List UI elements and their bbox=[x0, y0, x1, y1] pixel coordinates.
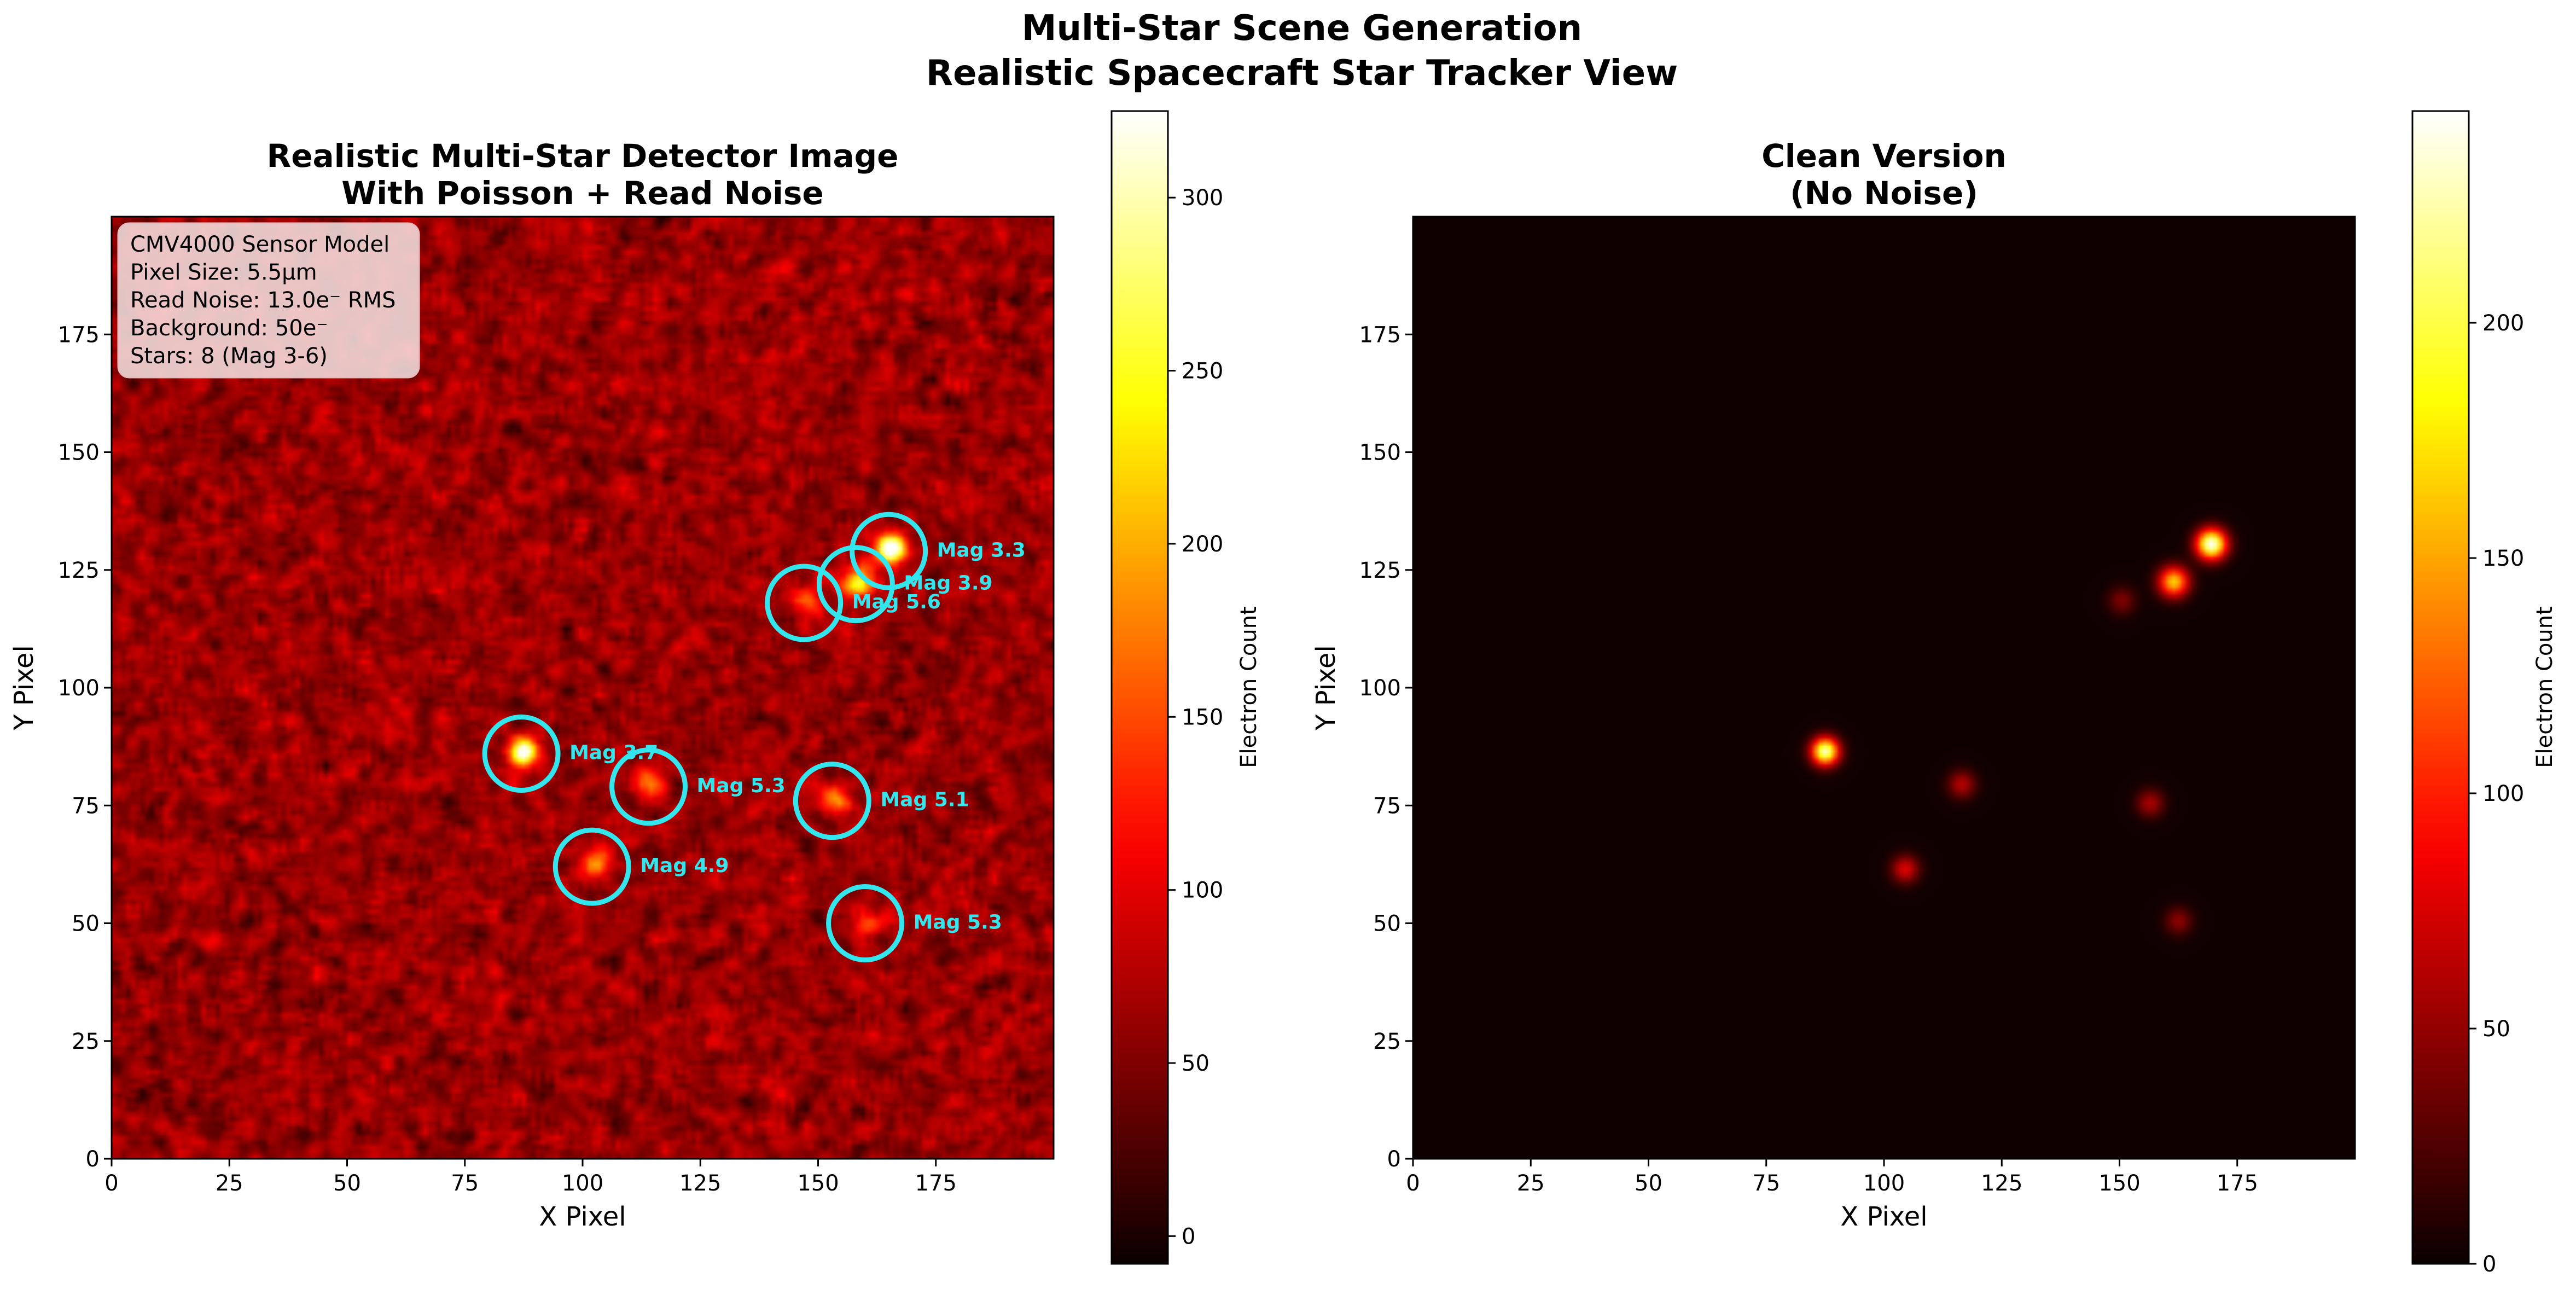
clean-colorbar: 0 50 100 150 200 Electron Count bbox=[2411, 110, 2557, 1277]
clean-y-axis-label: Y Pixel bbox=[1311, 645, 1341, 731]
x-tick-label: 75 bbox=[1752, 1171, 1780, 1196]
star-marker-circle bbox=[816, 545, 895, 624]
colorbar-tick-label: 200 bbox=[1182, 532, 1223, 557]
x-tick-label: 0 bbox=[1406, 1171, 1420, 1196]
info-box-background bbox=[117, 222, 420, 379]
y-tick-label: 150 bbox=[1359, 440, 1401, 466]
x-tick-label: 175 bbox=[2217, 1171, 2258, 1196]
clean-panel-title-line1: Clean Version bbox=[1761, 137, 2007, 175]
x-tick-label: 75 bbox=[451, 1171, 479, 1196]
x-tick-label: 150 bbox=[2098, 1171, 2140, 1196]
star-magnitude-label: Mag 5.3 bbox=[697, 775, 786, 797]
noisy-panel-title-line2: With Poisson + Read Noise bbox=[341, 175, 823, 212]
noisy-y-ticks: 0 25 50 75 100 125 150 175 bbox=[58, 322, 112, 1172]
colorbar-tick-label: 200 bbox=[2482, 311, 2524, 336]
noisy-colorbar: 0 50 100 150 200 250 300 Electron Count bbox=[1110, 110, 1261, 1265]
info-line-background: Background: 50e⁻ bbox=[130, 316, 328, 341]
y-tick-label: 175 bbox=[1359, 322, 1401, 347]
figure-title-line2: Realistic Spacecraft Star Tracker View bbox=[926, 53, 1678, 94]
star-magnitude-label: Mag 3.3 bbox=[937, 539, 1026, 561]
clean-colorbar-frame bbox=[2411, 110, 2470, 1265]
star-magnitude-label: Mag 5.3 bbox=[914, 911, 1002, 934]
colorbar-tick-label: 50 bbox=[2482, 1017, 2510, 1042]
colorbar-tick-label: 150 bbox=[1182, 705, 1223, 730]
clean-colorbar-label: Electron Count bbox=[2532, 606, 2557, 768]
y-tick-label: 75 bbox=[72, 793, 100, 818]
clean-colorbar-gradient bbox=[2412, 111, 2469, 1264]
star-marker-circle bbox=[765, 564, 844, 642]
y-tick-label: 50 bbox=[72, 911, 100, 937]
clean-image-panel: Clean Version (No Noise) 0 25 50 75 100 125 15… bbox=[1311, 137, 2356, 1232]
colorbar-tick-label: 250 bbox=[1182, 359, 1223, 384]
noisy-x-ticks: 0 25 50 75 100 125 150 175 bbox=[104, 1159, 957, 1196]
noisy-panel-title-line1: Realistic Multi-Star Detector Image bbox=[267, 137, 899, 175]
info-line-pixel-size: Pixel Size: 5.5μm bbox=[130, 260, 317, 285]
star-marker-circle bbox=[609, 747, 688, 826]
x-tick-label: 125 bbox=[679, 1171, 721, 1196]
x-tick-label: 50 bbox=[333, 1171, 361, 1196]
colorbar-tick-label: 50 bbox=[1182, 1051, 1210, 1076]
x-tick-label: 175 bbox=[915, 1171, 957, 1196]
y-tick-label: 175 bbox=[58, 322, 100, 347]
y-tick-label: 100 bbox=[1359, 676, 1401, 701]
y-tick-label: 0 bbox=[86, 1147, 100, 1172]
y-tick-label: 75 bbox=[1373, 793, 1401, 818]
noisy-colorbar-label: Electron Count bbox=[1236, 606, 1261, 768]
star-marker-circle bbox=[793, 762, 871, 840]
colorbar-tick-label: 150 bbox=[2482, 546, 2524, 571]
y-tick-label: 125 bbox=[58, 558, 100, 583]
noisy-colorbar-frame bbox=[1110, 110, 1169, 1265]
x-tick-label: 25 bbox=[1517, 1171, 1545, 1196]
star-magnitude-label: Mag 5.6 bbox=[852, 591, 941, 613]
clean-detector-image bbox=[1413, 217, 2355, 1159]
y-tick-label: 100 bbox=[58, 676, 100, 701]
noisy-colorbar-gradient bbox=[1112, 111, 1168, 1264]
clean-x-ticks: 0 25 50 75 100 125 150 175 bbox=[1406, 1159, 2258, 1196]
colorbar-tick-label: 100 bbox=[2482, 781, 2524, 806]
y-tick-label: 150 bbox=[58, 440, 100, 466]
x-tick-label: 150 bbox=[797, 1171, 839, 1196]
noisy-x-axis-label: X Pixel bbox=[539, 1201, 626, 1232]
y-tick-label: 25 bbox=[72, 1029, 100, 1054]
clean-colorbar-ticks: 0 50 100 150 200 bbox=[2469, 311, 2524, 1277]
noisy-image-panel: Realistic Multi-Star Detector Image With… bbox=[9, 137, 1055, 1232]
clean-y-ticks: 0 25 50 75 100 125 150 175 bbox=[1359, 322, 1413, 1172]
x-tick-label: 50 bbox=[1635, 1171, 1662, 1196]
star-magnitude-label: Mag 3.7 bbox=[569, 742, 658, 764]
noisy-colorbar-ticks: 0 50 100 150 200 250 300 bbox=[1168, 185, 1223, 1249]
clean-x-axis-label: X Pixel bbox=[1840, 1201, 1927, 1232]
colorbar-tick-label: 300 bbox=[1182, 185, 1223, 211]
x-tick-label: 125 bbox=[1981, 1171, 2022, 1196]
colorbar-tick-label: 0 bbox=[1182, 1224, 1195, 1249]
y-tick-label: 0 bbox=[1387, 1147, 1401, 1172]
info-line-stars: Stars: 8 (Mag 3-6) bbox=[130, 344, 328, 369]
x-tick-label: 0 bbox=[104, 1171, 118, 1196]
colorbar-tick-label: 100 bbox=[1182, 878, 1223, 903]
figure-title-line1: Multi-Star Scene Generation bbox=[1022, 8, 1582, 49]
star-magnitude-label: Mag 5.1 bbox=[880, 789, 969, 811]
star-magnitude-label: Mag 3.9 bbox=[904, 572, 992, 595]
star-marker-circle bbox=[482, 715, 561, 793]
star-marker-circle bbox=[553, 827, 631, 906]
star-marker-circle bbox=[826, 884, 905, 962]
star-magnitude-label: Mag 4.9 bbox=[640, 855, 729, 877]
y-tick-label: 25 bbox=[1373, 1029, 1401, 1054]
y-tick-label: 50 bbox=[1373, 911, 1401, 937]
noisy-y-axis-label: Y Pixel bbox=[9, 645, 39, 731]
sensor-info-box: CMV4000 Sensor Model Pixel Size: 5.5μm R… bbox=[117, 222, 420, 379]
x-tick-label: 100 bbox=[562, 1171, 603, 1196]
star-marker-circle bbox=[850, 512, 928, 590]
x-tick-label: 100 bbox=[1863, 1171, 1905, 1196]
x-tick-label: 25 bbox=[216, 1171, 243, 1196]
y-tick-label: 125 bbox=[1359, 558, 1401, 583]
colorbar-tick-label: 0 bbox=[2482, 1252, 2496, 1277]
clean-panel-title-line2: (No Noise) bbox=[1790, 175, 1978, 212]
info-line-read-noise: Read Noise: 13.0e⁻ RMS bbox=[130, 288, 396, 313]
info-line-sensor: CMV4000 Sensor Model bbox=[130, 232, 389, 257]
